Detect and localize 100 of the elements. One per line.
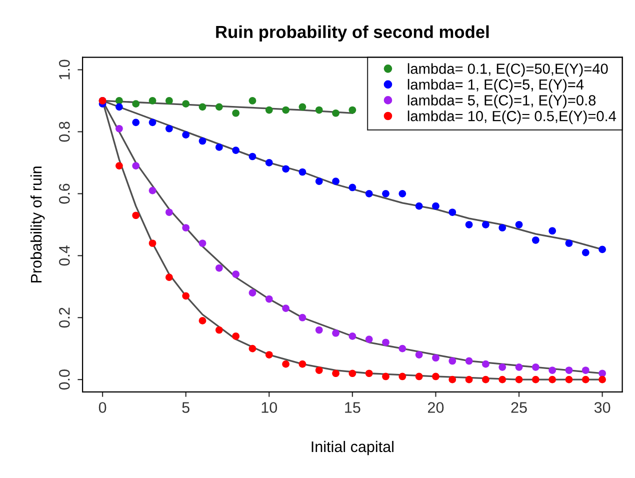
point [415, 202, 423, 210]
point [598, 246, 606, 254]
point [282, 165, 290, 173]
point [365, 370, 373, 378]
point [532, 236, 540, 244]
point [482, 220, 490, 228]
point [116, 162, 123, 170]
point [448, 208, 456, 216]
point [448, 357, 456, 365]
point [332, 178, 340, 185]
point [116, 97, 123, 104]
point [515, 364, 523, 371]
x-axis-title: Initial capital [312, 440, 394, 456]
point [432, 372, 440, 380]
y-tick-label: 0.2 [58, 308, 70, 328]
point [148, 240, 156, 247]
point [298, 168, 306, 176]
point [198, 317, 206, 324]
point [348, 332, 356, 340]
point [282, 360, 290, 368]
legend-label: lambda= 1, E(C)=5, E(Y)=4 [408, 78, 584, 93]
point [432, 202, 440, 210]
point [282, 304, 290, 312]
point [315, 326, 323, 334]
x-tick-label: 25 [511, 402, 527, 413]
point [148, 97, 156, 104]
point [498, 224, 506, 232]
point [298, 103, 306, 111]
point [232, 332, 240, 340]
point [398, 344, 406, 352]
point [498, 376, 506, 384]
x-tick-label: 10 [262, 402, 278, 413]
point [198, 240, 206, 247]
point [332, 329, 340, 337]
point [432, 354, 440, 362]
point [548, 227, 556, 235]
y-tick-label: 0.6 [58, 184, 70, 204]
point [315, 178, 323, 185]
point [248, 97, 256, 104]
point [398, 190, 406, 198]
y-axis-title: Probability of ruin [30, 166, 45, 282]
x-tick-label: 0 [98, 402, 106, 413]
point [248, 152, 256, 160]
point [198, 103, 206, 111]
point [116, 103, 123, 111]
point [398, 372, 406, 380]
point [382, 372, 390, 380]
point [166, 124, 173, 132]
point [565, 240, 573, 247]
point [482, 376, 490, 384]
chart-title: Ruin probability of second model [216, 25, 489, 42]
point [582, 366, 590, 374]
point [315, 366, 323, 374]
point [415, 351, 423, 358]
point [132, 162, 140, 170]
point [382, 190, 390, 198]
point [548, 366, 556, 374]
x-tick-label: 20 [428, 402, 444, 413]
point [166, 274, 173, 282]
point [198, 137, 206, 145]
point [532, 376, 540, 384]
y-tick-label: 0.4 [58, 245, 70, 266]
point [598, 376, 606, 384]
point [365, 190, 373, 198]
point [515, 220, 523, 228]
point [482, 360, 490, 368]
point [298, 360, 306, 368]
point [215, 103, 223, 111]
point [582, 248, 590, 256]
point [148, 186, 156, 194]
point [148, 118, 156, 126]
point [415, 372, 423, 380]
point [232, 146, 240, 154]
point [182, 131, 190, 138]
point [215, 144, 223, 151]
point [132, 212, 140, 220]
point [365, 336, 373, 343]
point [116, 124, 123, 132]
point [265, 106, 273, 114]
point [298, 314, 306, 322]
point [332, 370, 340, 378]
point [498, 364, 506, 371]
point [465, 376, 473, 384]
point [248, 344, 256, 352]
point [132, 100, 140, 108]
point [315, 106, 323, 114]
point [182, 224, 190, 232]
point [232, 109, 240, 117]
point [215, 264, 223, 272]
y-tick-label: 1.0 [58, 60, 70, 80]
y-tick-label: 0.8 [58, 122, 70, 142]
point [348, 106, 356, 114]
point [532, 364, 540, 371]
point [582, 376, 590, 384]
point [248, 289, 256, 296]
x-tick-label: 15 [345, 402, 360, 413]
legend-label: lambda= 10, E(C)= 0.5,E(Y)=0.4 [408, 110, 616, 124]
point [348, 370, 356, 378]
point [348, 184, 356, 192]
point [565, 366, 573, 374]
